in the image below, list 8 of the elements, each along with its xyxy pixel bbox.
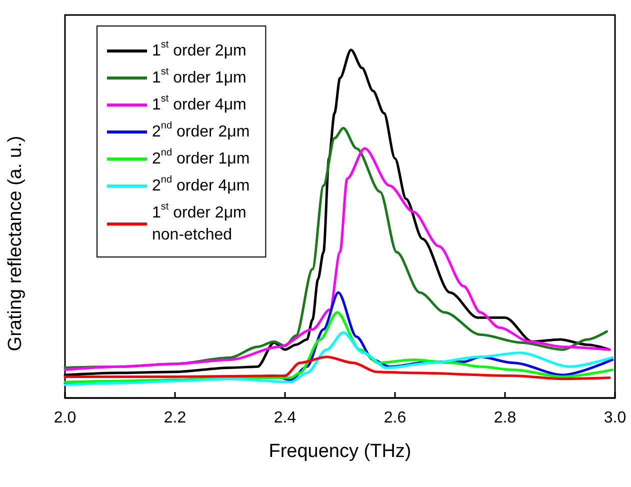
x-axis-title: Frequency (THz): [268, 441, 412, 462]
x-tick-label: 2.6: [384, 410, 406, 426]
x-tick-label: 2.4: [274, 410, 296, 426]
y-axis-title: Grating reflectance (a. u.): [5, 136, 26, 352]
x-tick-label: 3.0: [604, 410, 626, 426]
x-tick-label: 2.0: [54, 410, 76, 426]
x-tick-label: 2.8: [494, 410, 516, 426]
x-tick-label: 2.2: [164, 410, 186, 426]
